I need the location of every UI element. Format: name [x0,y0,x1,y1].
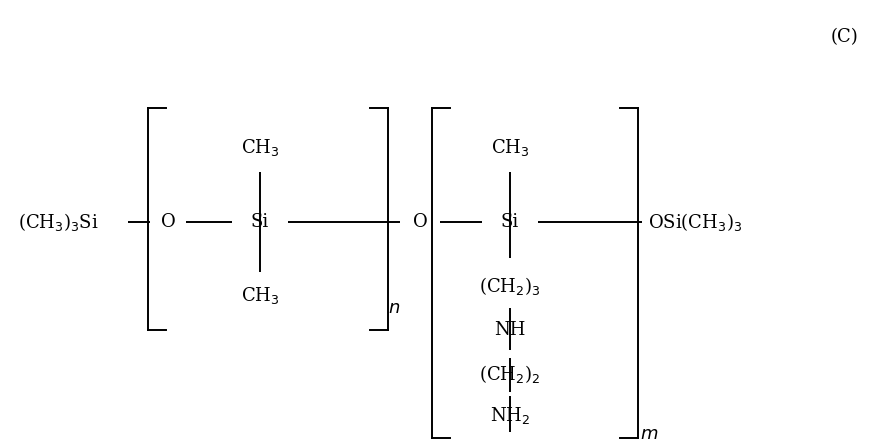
Text: Si: Si [500,213,518,231]
Text: O: O [412,213,427,231]
Text: (C): (C) [830,28,857,46]
Text: CH$_3$: CH$_3$ [490,138,529,159]
Text: $m$: $m$ [639,425,658,443]
Text: Si: Si [251,213,269,231]
Text: O: O [160,213,175,231]
Text: CH$_3$: CH$_3$ [240,138,279,159]
Text: (CH$_3$)$_3$Si: (CH$_3$)$_3$Si [18,211,98,233]
Text: $n$: $n$ [388,299,400,317]
Text: CH$_3$: CH$_3$ [240,285,279,306]
Text: (CH$_2$)$_2$: (CH$_2$)$_2$ [479,363,540,385]
Text: NH: NH [494,321,525,339]
Text: NH$_2$: NH$_2$ [489,405,530,426]
Text: OSi(CH$_3$)$_3$: OSi(CH$_3$)$_3$ [647,211,741,233]
Text: (CH$_2$)$_3$: (CH$_2$)$_3$ [479,275,540,297]
